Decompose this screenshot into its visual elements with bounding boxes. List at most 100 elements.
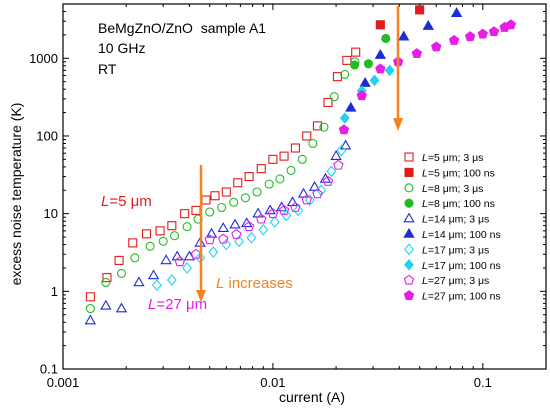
data-point — [338, 124, 350, 135]
data-point — [275, 174, 285, 184]
data-point — [308, 138, 318, 149]
data-point — [171, 250, 183, 261]
data-point — [323, 97, 333, 108]
data-point — [229, 197, 239, 207]
data-point — [322, 175, 334, 186]
data-point — [297, 154, 307, 164]
data-point — [411, 48, 423, 59]
series-2 — [85, 57, 360, 314]
legend-label: L=8 μm; 100 ns — [422, 198, 495, 210]
data-point — [488, 26, 500, 37]
data-point — [180, 209, 190, 219]
data-point — [210, 191, 220, 201]
data-point — [252, 207, 264, 218]
legend: L=5 μm; 3 μs L=5 μm; 100 ns L=8 μm; 3 μs L=… — [403, 152, 501, 303]
data-point — [204, 234, 215, 245]
y-tick-label: 0.1 — [40, 362, 58, 377]
data-point — [114, 255, 124, 265]
data-point — [205, 207, 215, 217]
data-point — [264, 179, 274, 189]
annotation-increases: L increases — [216, 275, 293, 292]
data-point — [381, 33, 391, 44]
data-point — [375, 63, 386, 74]
annotation-l27: L=27 μm — [148, 296, 207, 313]
data-point — [233, 178, 243, 188]
data-point — [319, 122, 329, 132]
y-tick-label: 1 — [51, 284, 58, 299]
data-point — [308, 180, 321, 191]
data-point — [145, 241, 155, 251]
data-point — [130, 253, 140, 263]
data-point — [281, 209, 292, 222]
note-frequency: 10 GHz — [98, 40, 145, 56]
series-4 — [84, 139, 352, 325]
arrow-left-head — [196, 290, 206, 302]
data-point — [141, 229, 152, 239]
data-point — [275, 201, 288, 212]
legend-marker — [403, 227, 415, 238]
axes — [62, 3, 547, 370]
legend-marker — [404, 243, 414, 256]
data-point — [160, 254, 172, 265]
legend-marker — [403, 290, 415, 301]
data-point — [339, 139, 352, 150]
legend-marker — [404, 152, 414, 162]
y-axis-label: excess noise temperature (K) — [8, 103, 24, 286]
data-point — [304, 194, 315, 206]
data-point — [369, 74, 380, 87]
legend-marker — [404, 198, 414, 208]
data-point — [342, 55, 352, 65]
data-point — [268, 154, 278, 164]
data-point — [183, 250, 196, 261]
data-point — [167, 221, 177, 231]
data-point — [340, 69, 350, 79]
note-temperature: RT — [98, 61, 117, 77]
data-point — [85, 292, 95, 302]
data-point — [398, 30, 410, 41]
legend-marker — [404, 258, 414, 271]
data-point — [101, 277, 111, 288]
legend-marker — [403, 274, 415, 285]
data-point — [155, 226, 165, 236]
arrow-right-head — [393, 118, 403, 131]
data-point — [217, 202, 227, 213]
data-point — [267, 208, 279, 219]
data-point — [217, 222, 229, 232]
data-point — [170, 231, 180, 241]
data-point — [375, 20, 385, 30]
note-sample: BeMgZnO/ZnO sample A1 — [98, 20, 266, 36]
legend-marker — [404, 183, 414, 193]
data-point — [336, 144, 347, 157]
data-point — [350, 60, 360, 70]
data-point — [218, 233, 229, 244]
series-1 — [375, 5, 425, 30]
data-point — [448, 34, 460, 45]
plot-frame — [62, 3, 547, 370]
data-point — [100, 299, 112, 310]
data-point — [319, 172, 332, 183]
legend-label: L=17 μm; 100 ns — [422, 260, 501, 272]
data-point — [240, 193, 251, 203]
data-point — [290, 202, 301, 212]
data-point — [312, 188, 323, 199]
data-point — [301, 194, 312, 205]
series-9 — [338, 19, 517, 135]
data-point — [133, 276, 145, 287]
data-point — [450, 7, 463, 18]
data-point — [345, 101, 357, 112]
data-point — [422, 19, 435, 30]
data-point — [221, 187, 231, 197]
data-point — [174, 256, 185, 267]
data-point — [269, 216, 280, 228]
data-point — [333, 159, 344, 170]
legend-label: L=27 μm; 3 μs — [422, 275, 489, 287]
x-tick-label: 0.01 — [260, 375, 285, 390]
x-axis-label: current (A) — [279, 389, 345, 405]
data-point — [128, 238, 138, 248]
y-tick-label: 100 — [36, 128, 58, 143]
data-point — [477, 28, 489, 39]
data-point — [102, 273, 112, 283]
data-point — [115, 302, 128, 313]
data-point — [246, 231, 257, 244]
legend-marker — [404, 167, 414, 177]
